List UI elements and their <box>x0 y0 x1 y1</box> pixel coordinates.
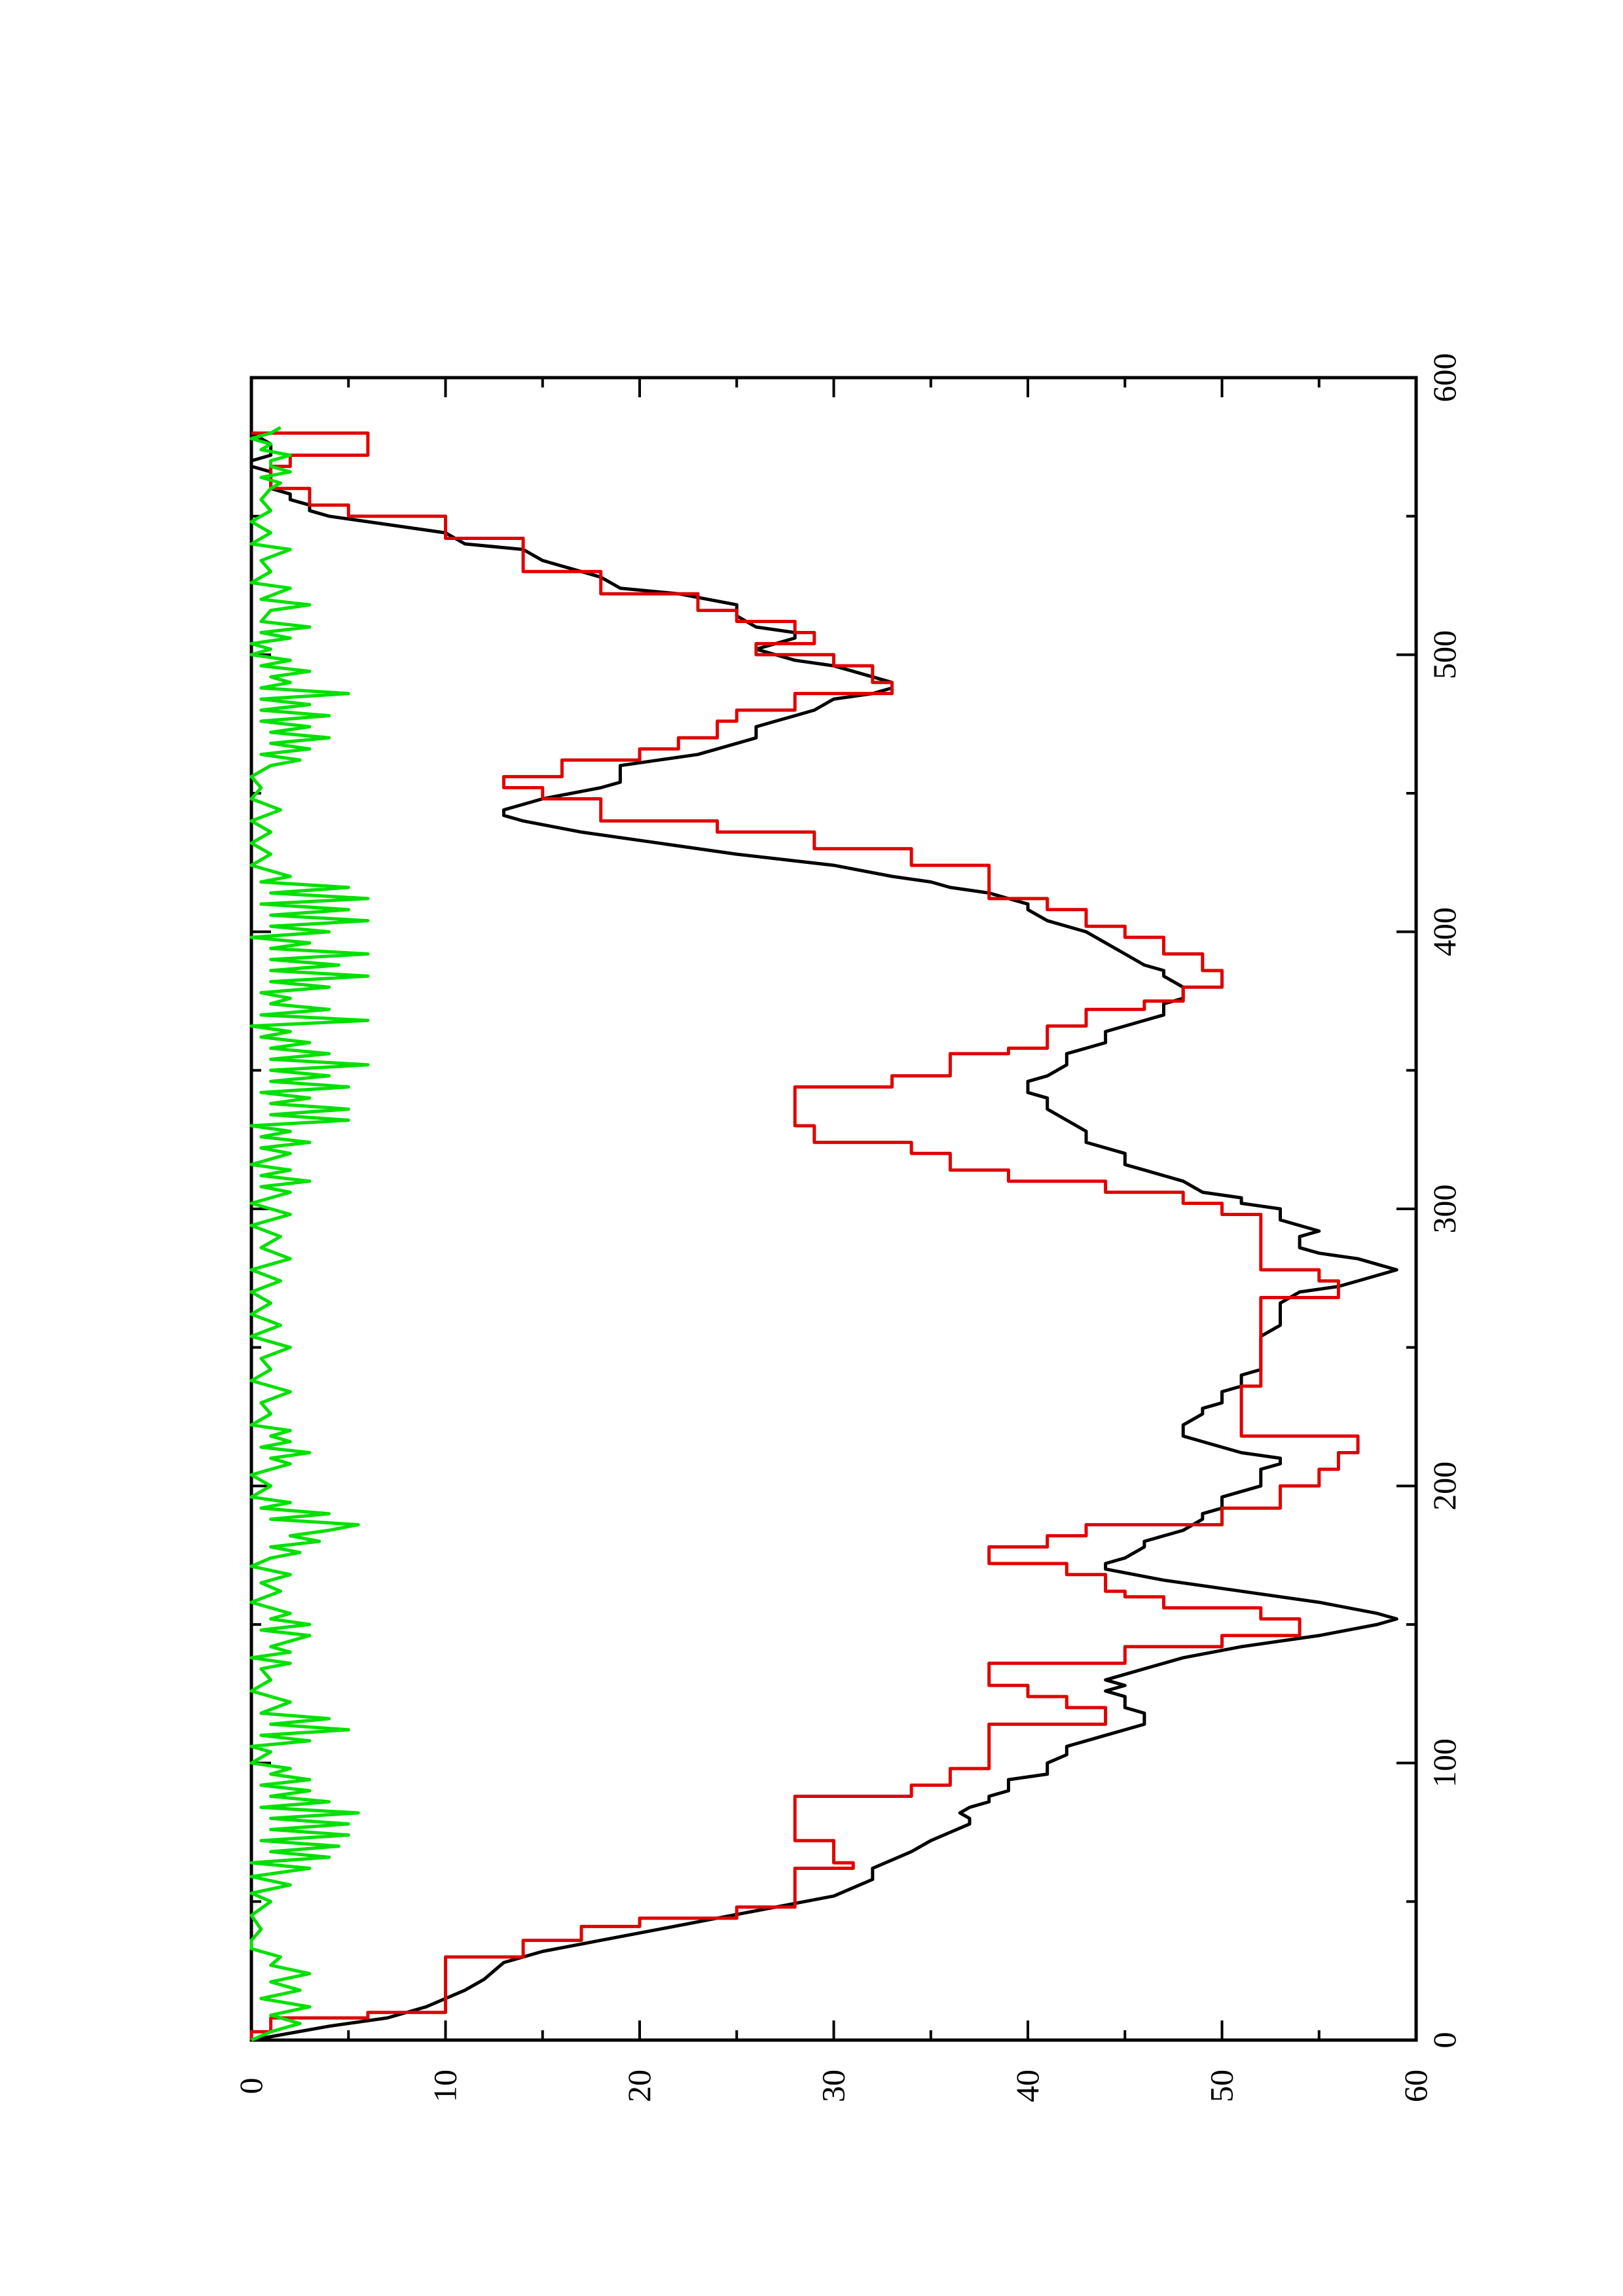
x-tick-label: 400 <box>1426 907 1463 956</box>
x-tick-label: 600 <box>1426 353 1463 403</box>
series-line-1 <box>249 431 1398 2042</box>
x-tick-label: 200 <box>1426 1462 1463 1511</box>
y-tick-label: 60 <box>1397 2070 1434 2102</box>
y-tick-label: 10 <box>427 2070 464 2102</box>
y-tick-label: 30 <box>815 2070 852 2102</box>
x-tick-label: 300 <box>1426 1185 1463 1234</box>
y-tick-label: 0 <box>232 2078 269 2094</box>
x-tick-label: 0 <box>1426 2032 1463 2049</box>
y-tick-label: 40 <box>1009 2070 1046 2102</box>
y-tick-label: 50 <box>1203 2070 1240 2102</box>
series-layer <box>249 426 1398 2042</box>
plot-frame <box>249 376 1418 2042</box>
series-line-2 <box>249 431 1360 2040</box>
axis-ticks <box>250 376 1417 2041</box>
x-tick-label: 500 <box>1426 630 1463 679</box>
x-tick-label: 100 <box>1426 1738 1463 1787</box>
series-line-3 <box>249 426 370 2042</box>
y-tick-label: 20 <box>621 2070 657 2102</box>
